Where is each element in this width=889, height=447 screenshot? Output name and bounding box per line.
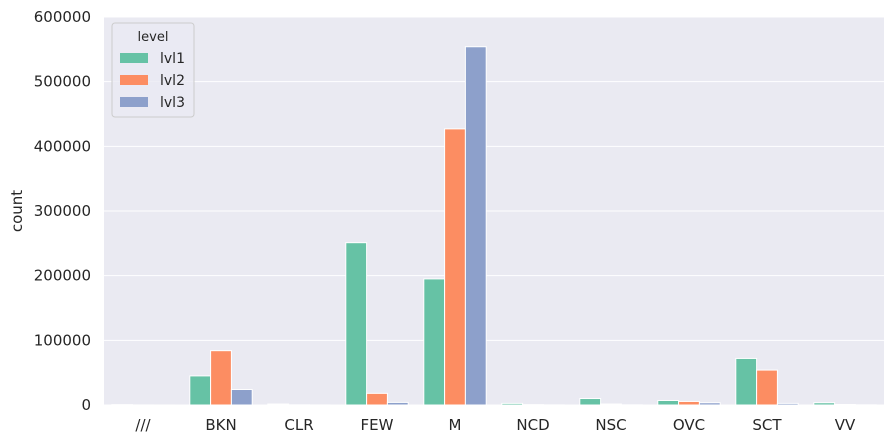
bar-lvl1-9: [814, 403, 835, 405]
legend: level lvl1 lvl2 lvl3: [112, 23, 194, 117]
bar-lvl3-1: [231, 389, 252, 405]
bar-lvl1-1: [190, 376, 211, 405]
legend-title: level: [138, 30, 169, 45]
legend-swatch-lvl2: [120, 75, 148, 85]
y-tick-label: 200000: [34, 267, 91, 285]
legend-label-lvl3: lvl3: [160, 95, 185, 111]
legend-label-lvl1: lvl1: [160, 51, 185, 67]
x-tick-label: SCT: [752, 416, 782, 434]
bar-lvl1-3: [346, 243, 367, 405]
legend-swatch-lvl3: [120, 97, 148, 107]
x-tick-label: M: [449, 416, 462, 434]
x-tick-label: VV: [835, 416, 856, 434]
bar-lvl2-7: [679, 401, 700, 405]
bar-lvl3-3: [387, 402, 408, 405]
bar-lvl2-3: [367, 393, 388, 405]
bar-lvl1-7: [658, 400, 679, 405]
bar-lvl1-8: [736, 358, 757, 405]
bar-lvl2-8: [757, 370, 778, 405]
bar-lvl2-4: [445, 129, 466, 405]
legend-label-lvl2: lvl2: [160, 73, 185, 89]
y-tick-label: 300000: [34, 202, 91, 220]
bar-lvl1-6: [580, 399, 601, 405]
y-tick-label: 0: [81, 396, 91, 414]
bar-lvl1-4: [424, 279, 445, 405]
bar-lvl3-7: [699, 403, 720, 405]
x-tick-label: ///: [135, 416, 151, 434]
bar-lvl2-6: [601, 404, 622, 405]
bar-lvl3-8: [777, 403, 798, 405]
bar-lvl3-4: [465, 47, 486, 405]
bar-lvl2-1: [211, 351, 232, 405]
y-axis-label: count: [8, 190, 26, 232]
y-tick-label: 500000: [34, 73, 91, 91]
y-tick-label: 600000: [34, 8, 91, 26]
y-tick-label: 100000: [34, 331, 91, 349]
bar-lvl1-5: [502, 403, 523, 405]
x-tick-label: NSC: [595, 416, 626, 434]
bar-lvl2-9: [835, 404, 856, 405]
y-tick-label: 400000: [34, 137, 91, 155]
x-tick-label: OVC: [673, 416, 705, 434]
x-tick-label: BKN: [205, 416, 236, 434]
legend-swatch-lvl1: [120, 53, 148, 63]
bar-lvl1-2: [268, 404, 289, 405]
x-tick-label: FEW: [361, 416, 394, 434]
x-tick-label: NCD: [516, 416, 549, 434]
x-tick-label: CLR: [284, 416, 313, 434]
